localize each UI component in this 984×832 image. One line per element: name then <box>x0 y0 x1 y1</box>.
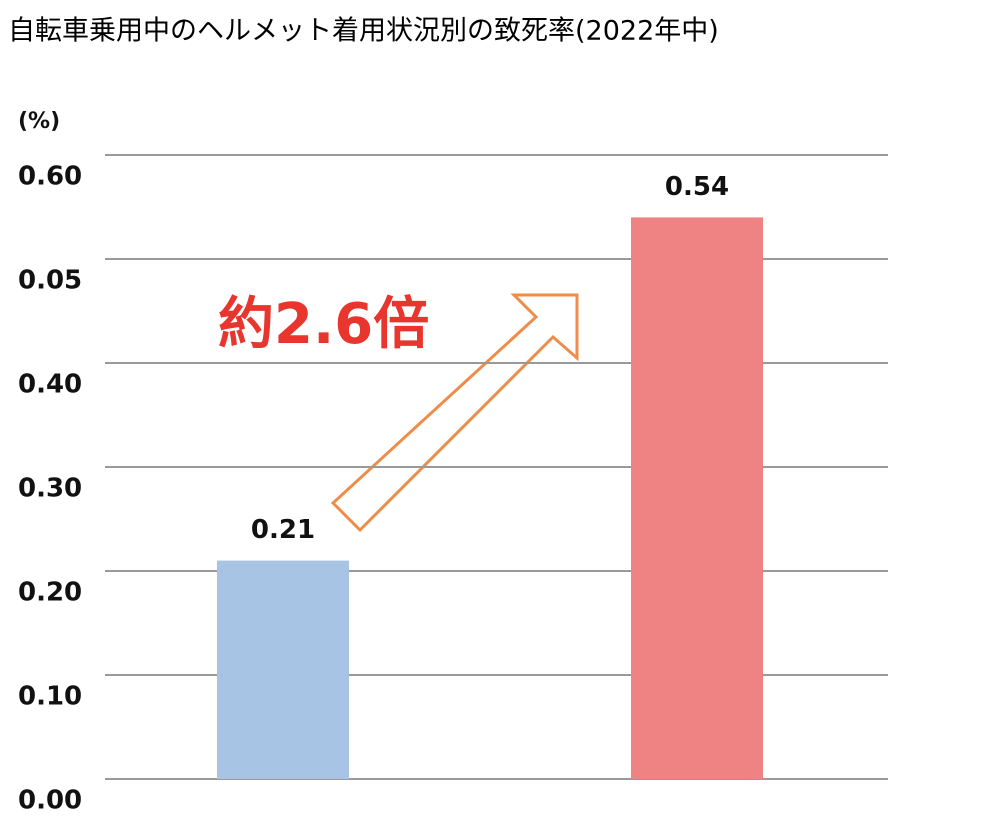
bar <box>631 217 763 779</box>
chart-title: 自転車乗用中のヘルメット着用状況別の致死率(2022年中) <box>8 16 719 47</box>
arrow <box>330 293 579 533</box>
y-tick-label: 0.40 <box>18 370 82 400</box>
y-tick-label: 0.00 <box>18 786 82 816</box>
bar <box>217 560 349 779</box>
annotation: 約2.6倍 <box>218 292 429 357</box>
value-label: 0.54 <box>665 172 729 202</box>
y-tick-label: 0.10 <box>18 682 82 712</box>
y-tick-label: 0.60 <box>18 162 82 192</box>
y-tick-label: 0.05 <box>18 266 82 296</box>
y-tick-label: 0.30 <box>18 474 82 504</box>
y-unit: (%) <box>18 109 60 134</box>
y-tick-label: 0.20 <box>18 578 82 608</box>
value-label: 0.21 <box>251 515 315 545</box>
